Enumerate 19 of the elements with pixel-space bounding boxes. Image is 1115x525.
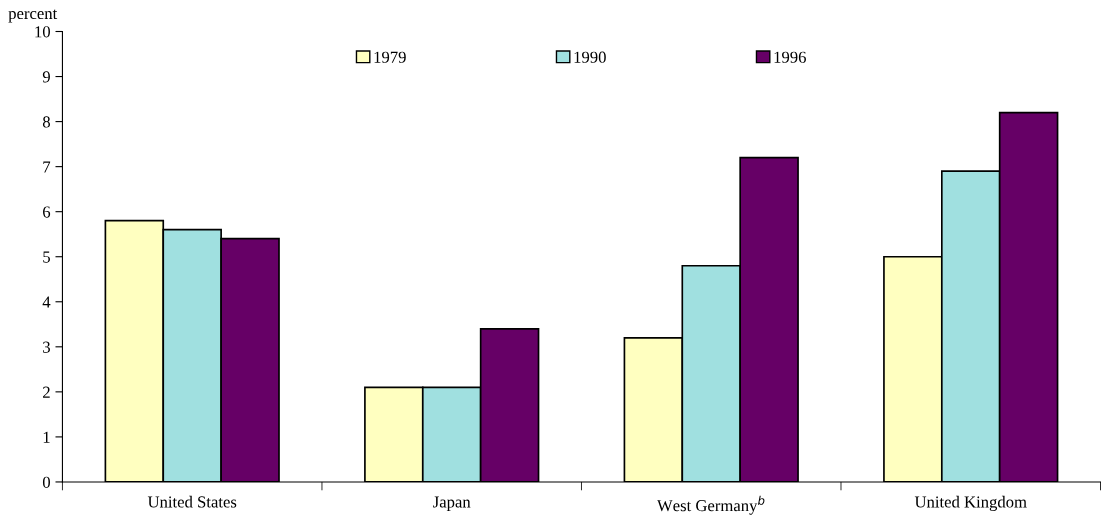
x-tick-label: West Germany$^{b}$ xyxy=(657,495,765,515)
y-tick-label: 8 xyxy=(42,116,50,128)
y-tick-label: 4 xyxy=(42,296,51,308)
y-tick-label: 1 xyxy=(43,431,50,443)
x-tick-label: United States xyxy=(147,495,237,508)
y-tick-label: 9 xyxy=(42,71,50,83)
legend-label: 1990 xyxy=(574,51,606,63)
y-tick-label: 3 xyxy=(43,341,50,353)
x-tick-label: United Kingdom xyxy=(914,495,1027,511)
y-axis-title: percent xyxy=(8,9,58,23)
y-tick-label: 0 xyxy=(42,476,50,488)
legend-label: 1996 xyxy=(774,51,806,63)
y-tick-label: 2 xyxy=(43,386,50,398)
y-tick-label: 10 xyxy=(35,26,50,38)
legend-label: 1979 xyxy=(374,51,406,63)
x-tick-label: Japan xyxy=(433,496,471,511)
y-tick-label: 6 xyxy=(43,206,51,218)
y-tick-label: 5 xyxy=(43,251,50,263)
y-tick-label: 7 xyxy=(43,161,51,173)
